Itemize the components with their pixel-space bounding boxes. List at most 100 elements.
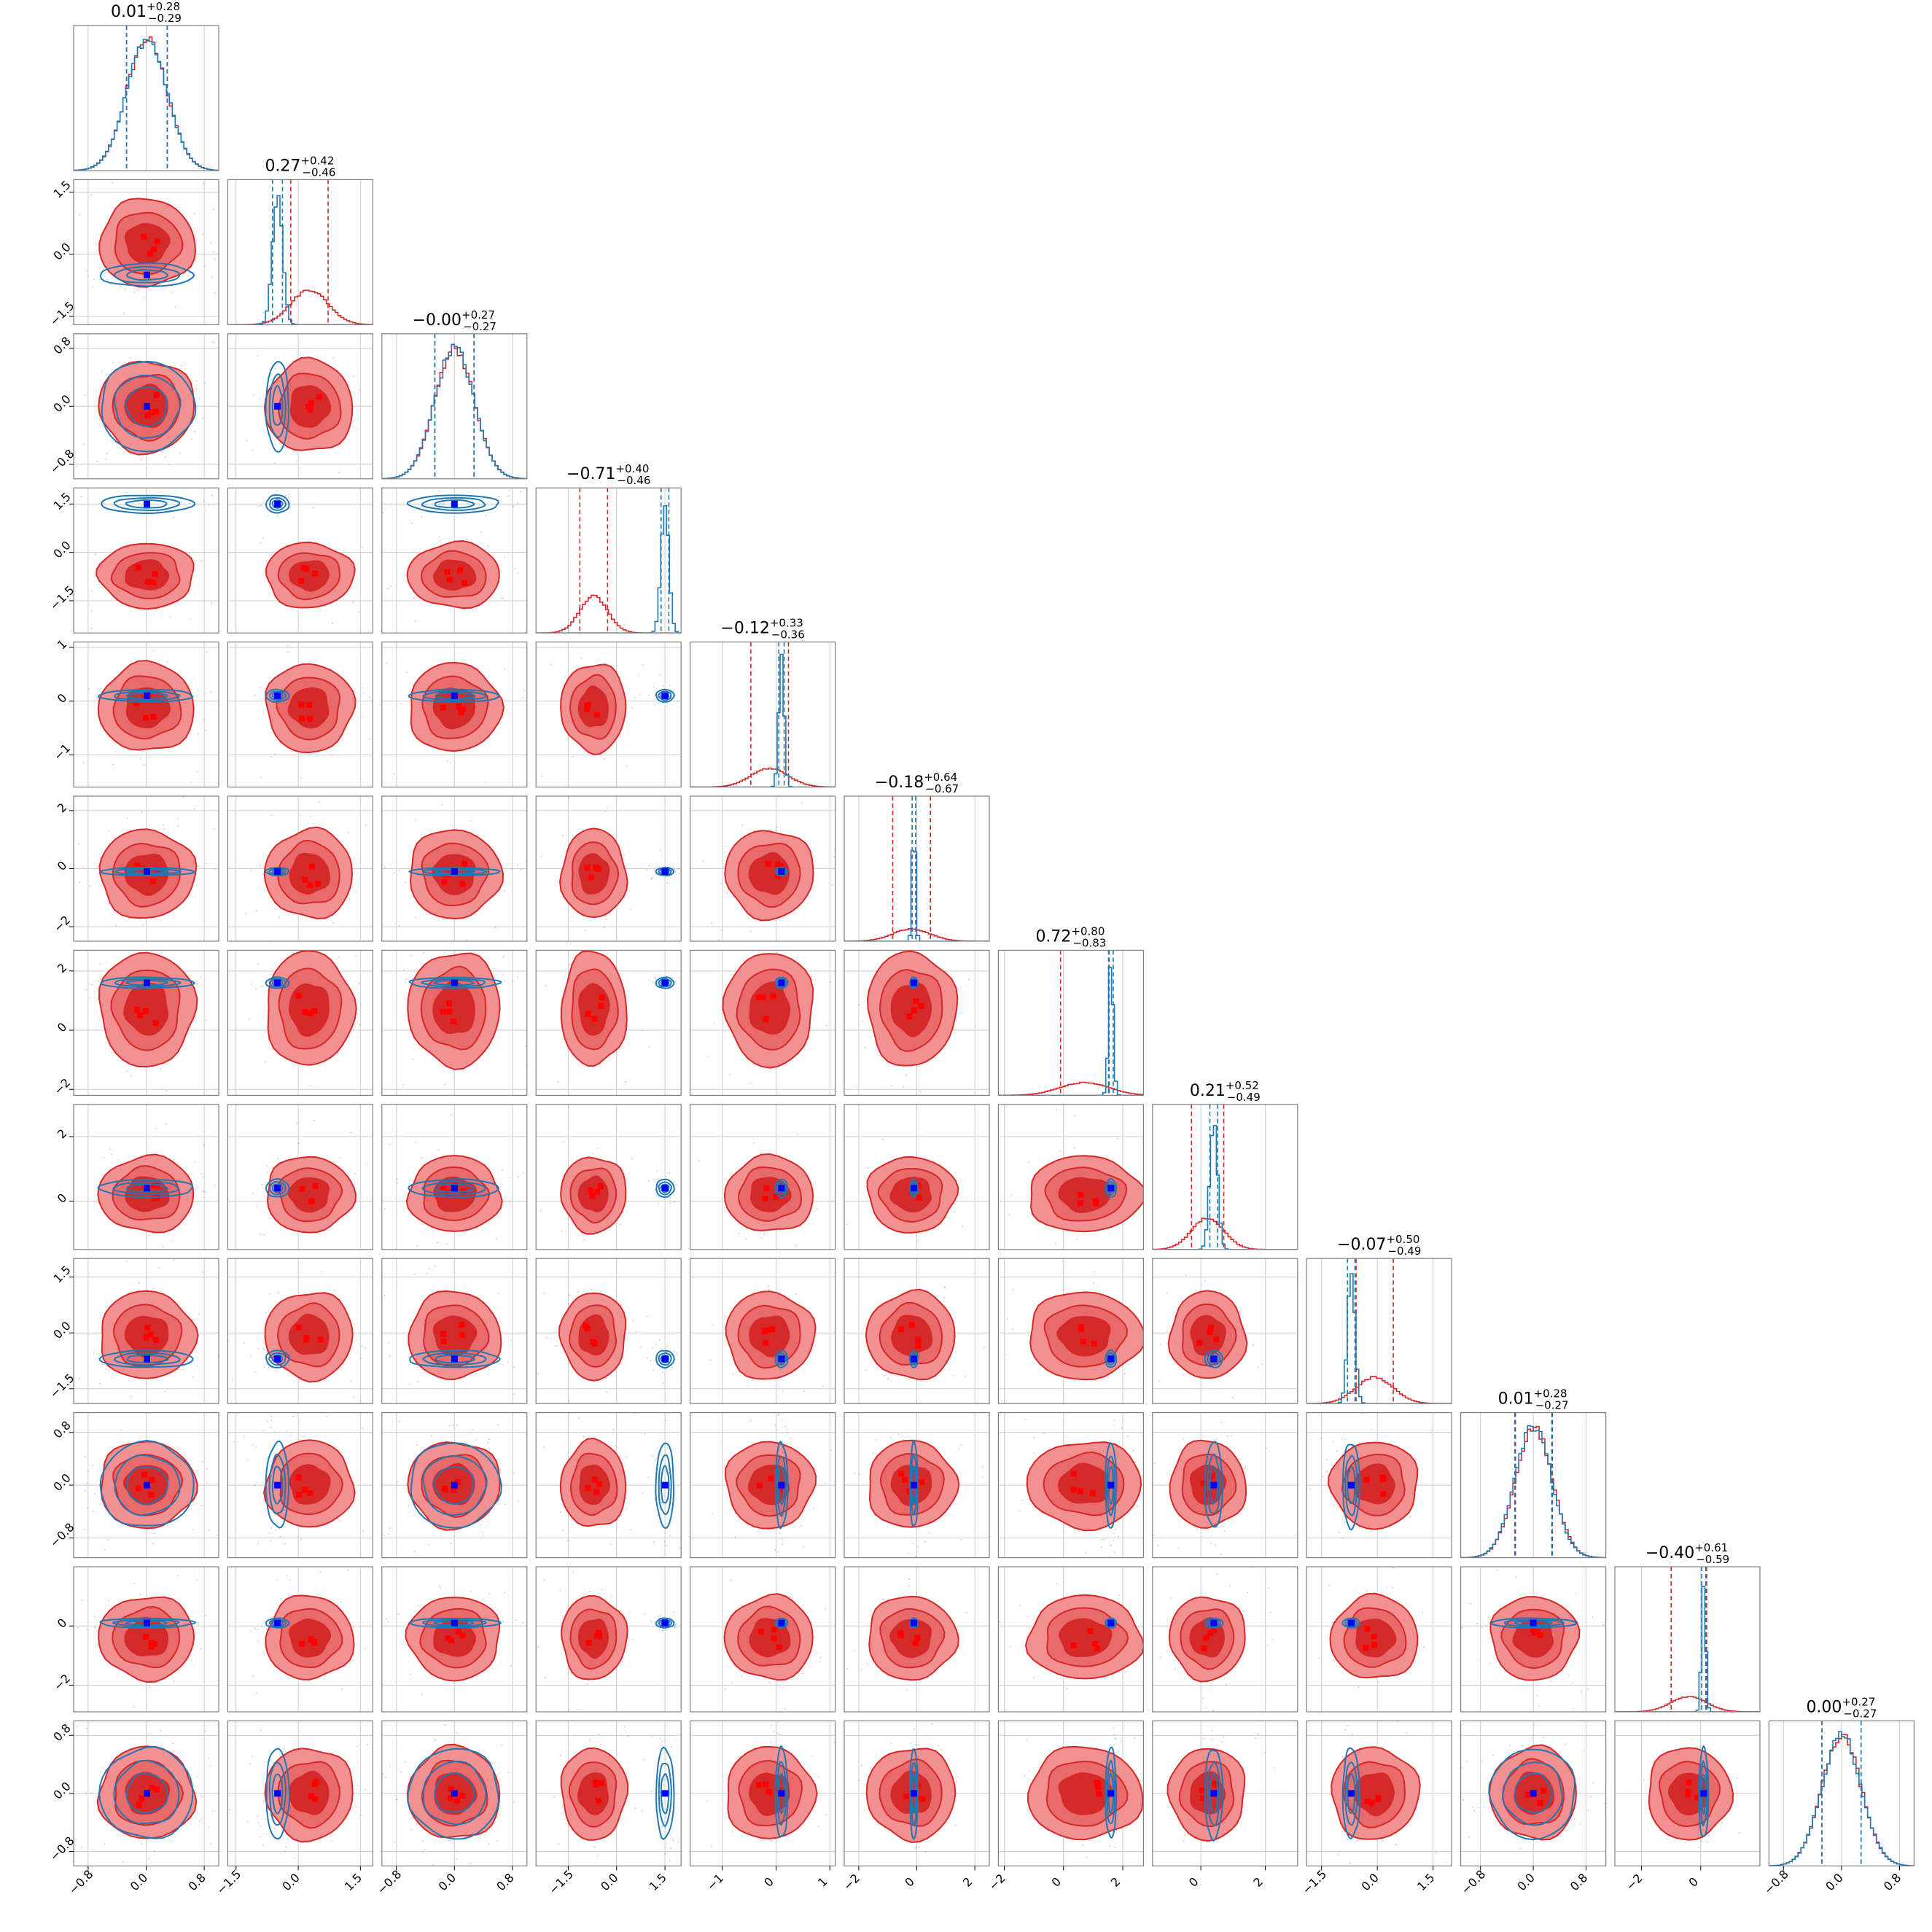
panel-frame (381, 641, 528, 788)
contour-panel-1-0: 1.50.0−1.5 (47, 178, 219, 329)
sample-point (1479, 1658, 1480, 1660)
contour-blue-1 (114, 978, 182, 988)
sample-point (257, 1822, 260, 1824)
sample-point (908, 1578, 911, 1581)
sample-point (391, 1083, 392, 1084)
estimate-marker (1089, 1490, 1096, 1497)
sample-point (1185, 1274, 1188, 1277)
estimate-marker (585, 1485, 591, 1492)
sample-point (263, 1349, 265, 1350)
truth-marker (1107, 1355, 1115, 1363)
title-plus: +0.27 (461, 308, 495, 322)
sample-point (85, 270, 87, 272)
sample-point (275, 1529, 277, 1531)
sample-point (929, 1260, 930, 1261)
contour-blue-2 (126, 1466, 169, 1506)
sample-point (674, 1201, 675, 1203)
sample-point (1122, 1365, 1124, 1366)
estimate-marker (458, 709, 464, 715)
sample-point (817, 1826, 819, 1828)
sample-point (655, 977, 657, 979)
sample-point (641, 1810, 643, 1812)
sample-point (192, 1319, 195, 1321)
truth-marker (778, 868, 785, 875)
sample-point (659, 1737, 661, 1740)
sample-point (672, 1839, 674, 1842)
sample-point (452, 1425, 454, 1426)
sample-point (607, 806, 609, 809)
sample-point (1359, 1409, 1360, 1410)
sample-point (259, 865, 261, 867)
contour-panel-5-3 (535, 795, 682, 942)
truth-marker (274, 1185, 281, 1192)
sample-point (1571, 1683, 1573, 1685)
sample-point (202, 418, 204, 420)
sample-point (284, 1543, 286, 1545)
estimate-marker (459, 1632, 466, 1639)
sample-point (545, 502, 547, 503)
truth-marker (143, 1619, 150, 1627)
sample-point (966, 1612, 968, 1614)
sample-point (389, 1527, 392, 1530)
title-median: −0.12 (720, 620, 769, 638)
estimate-marker (770, 993, 776, 1000)
contour-blue-2 (125, 869, 169, 874)
sample-point (203, 942, 204, 943)
sample-point (998, 944, 1000, 946)
sample-point (1008, 1213, 1010, 1215)
sample-point (641, 1029, 643, 1032)
truth-marker (778, 979, 785, 986)
sample-point (221, 1624, 222, 1626)
sample-point (779, 1252, 780, 1253)
estimate-marker (1094, 1645, 1100, 1651)
sample-point (101, 1363, 104, 1366)
contour-blue-1 (422, 1352, 487, 1366)
sample-point (533, 874, 534, 876)
sample-point (66, 509, 68, 510)
sample-point (979, 1458, 981, 1460)
estimate-marker (308, 400, 314, 407)
contour-blue-0 (265, 1440, 290, 1529)
sample-point (803, 1390, 805, 1392)
sample-point (99, 418, 101, 419)
sample-point (591, 1288, 593, 1290)
sample-point (323, 1380, 325, 1382)
sample-point (197, 1358, 199, 1360)
sample-point (653, 1369, 654, 1371)
y-tick-label: 1.5 (50, 490, 73, 513)
panel-frame (689, 795, 836, 942)
sample-point (243, 1508, 244, 1510)
estimate-marker (598, 1780, 604, 1786)
sample-point (782, 1390, 784, 1392)
sample-point (1212, 1710, 1214, 1712)
sample-point (211, 341, 213, 343)
truth-marker (1347, 1619, 1355, 1627)
estimate-marker (1092, 1640, 1099, 1647)
sample-point (577, 1290, 579, 1293)
sample-point (213, 828, 215, 830)
contour-panel-3-0: 1.50.0−1.5 (47, 487, 219, 634)
sample-point (225, 1352, 227, 1354)
sample-point (418, 1581, 420, 1583)
sample-point (1462, 1473, 1463, 1475)
sample-point (830, 1449, 832, 1451)
sample-point (350, 1166, 351, 1168)
sample-point (658, 1203, 660, 1205)
estimate-marker (142, 1008, 149, 1015)
truth-marker (143, 271, 150, 278)
truth-marker (661, 979, 669, 986)
sample-point (648, 1046, 650, 1048)
sample-point (817, 1208, 818, 1210)
sample-point (1334, 1618, 1336, 1620)
sample-point (319, 801, 321, 803)
sample-point (776, 1852, 778, 1854)
sample-point (655, 1683, 656, 1685)
sample-point (983, 1347, 985, 1349)
contour-blue-1 (268, 1181, 287, 1196)
sample-point (359, 1358, 362, 1360)
sample-point (200, 1504, 203, 1506)
contour-panel-2-1 (227, 333, 373, 480)
contour-panel-9-6 (979, 1411, 1145, 1559)
sample-point (648, 694, 650, 696)
sample-point (421, 506, 424, 508)
